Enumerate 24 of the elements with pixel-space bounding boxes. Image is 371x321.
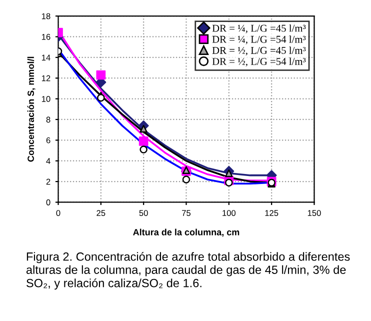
- legend-label: DR = ½, L/G =45 l/m³: [212, 46, 306, 56]
- x-tick-label: 50: [139, 210, 148, 216]
- y-tick-label: 14: [42, 54, 50, 60]
- legend-label: DR = ¼, L/G =45 l/m³: [212, 24, 306, 34]
- legend-label: DR = ¼, L/G =54 l/m³: [212, 36, 306, 44]
- x-tick-label: 0: [56, 210, 60, 216]
- y-tick-label: 0: [46, 199, 50, 206]
- x-tick-label: 125: [265, 210, 278, 216]
- text: Figura 2. Concentración de azufre total absorbido a diferentes alturas de la columna, para caudal de gas de 45 l/min, 3% de SO₂, y relación caliza/SO₂ de 1.6.: [26, 252, 350, 290]
- y-tick-label: 8: [46, 116, 50, 123]
- y-axis-title: Concentración S, mmol/l: [27, 56, 36, 162]
- y-tick-label: 10: [42, 96, 50, 102]
- y-tick-label: 2: [46, 178, 50, 185]
- x-tick-label: 75: [182, 210, 191, 216]
- x-tick-label: 25: [96, 210, 106, 216]
- y-tick-label: 12: [42, 75, 50, 82]
- x-axis-title: Altura de la columna, cm: [133, 228, 240, 237]
- x-tick-label: 150: [308, 210, 321, 216]
- y-tick-label: 16: [42, 34, 50, 40]
- y-tick-label: 4: [46, 158, 50, 164]
- x-tick-label: 100: [222, 210, 236, 216]
- y-tick-label: 6: [46, 137, 50, 144]
- y-tick-label: 18: [42, 13, 50, 20]
- legend-label: DR = ½, L/G =54 l/m³: [212, 58, 306, 66]
